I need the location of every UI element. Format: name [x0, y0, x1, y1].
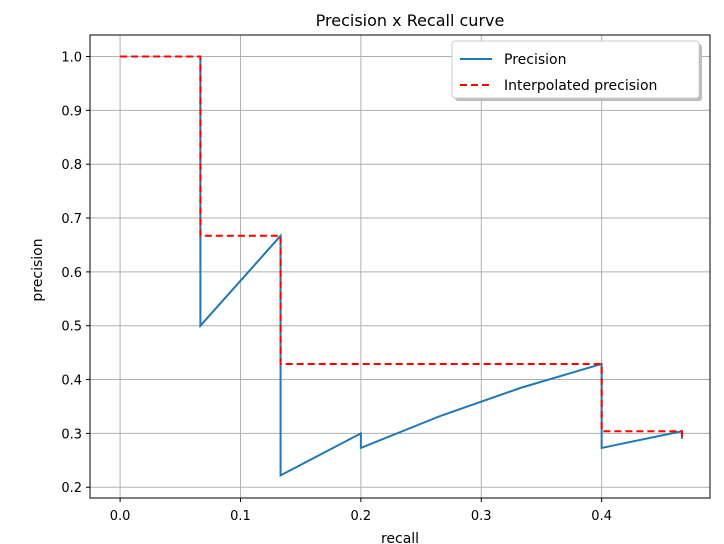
- legend-label-interpolated: Interpolated precision: [504, 78, 657, 94]
- x-tick-label: 0.2: [351, 509, 372, 524]
- y-tick-label: 1.0: [61, 51, 82, 66]
- legend-label-precision: Precision: [504, 52, 566, 68]
- plot-frame: [89, 34, 711, 499]
- grid: [90, 35, 710, 498]
- x-axis-label: recall: [381, 531, 419, 544]
- series-line-precision: [199, 56, 683, 478]
- x-tick-label: 0.1: [230, 509, 251, 524]
- y-tick-label: 0.8: [61, 158, 82, 173]
- x-tick-label: 0.0: [110, 509, 131, 524]
- chart-title: Precision x Recall curve: [316, 11, 505, 30]
- y-tick-label: 0.2: [61, 481, 82, 496]
- series-line-interpolated-precision: [120, 55, 683, 439]
- series-layer: [120, 55, 683, 478]
- legend: Precision Interpolated precision: [451, 40, 702, 101]
- x-tick-label: 0.3: [471, 509, 492, 524]
- y-tick-label: 0.4: [61, 374, 82, 389]
- y-tick-label: 0.6: [61, 266, 82, 281]
- x-tick-label: 0.4: [591, 509, 612, 524]
- legend-box: [451, 40, 700, 99]
- y-tick-label: 0.7: [61, 212, 82, 227]
- y-tick-label: 0.5: [61, 320, 82, 335]
- y-tick-label: 0.3: [61, 427, 82, 442]
- y-axis-label: precision: [30, 238, 46, 301]
- y-tick-label: 0.9: [61, 104, 82, 119]
- ticks: 0.0 0.1 0.2 0.3 0.4 0.2 0.3 0.4 0.5 0.6 0.7 0.8 0.9 1…: [61, 51, 612, 524]
